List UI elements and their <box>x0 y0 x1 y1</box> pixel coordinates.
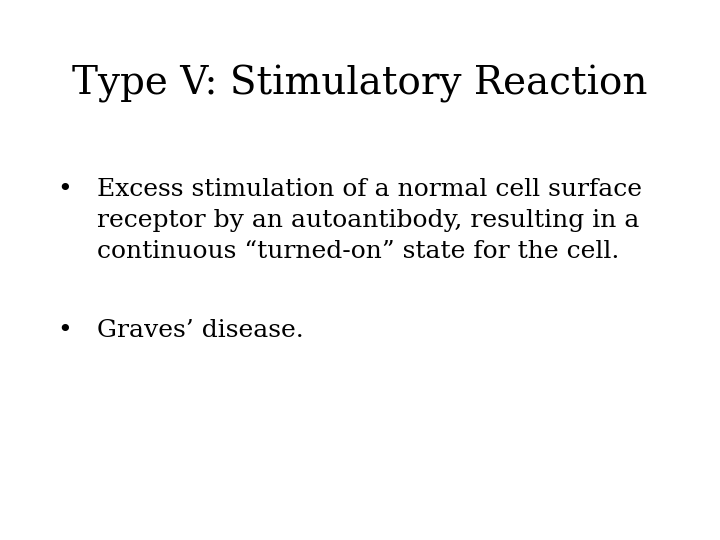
Text: •: • <box>58 319 72 342</box>
Text: •: • <box>58 178 72 201</box>
Text: Excess stimulation of a normal cell surface
receptor by an autoantibody, resulti: Excess stimulation of a normal cell surf… <box>97 178 642 264</box>
Text: Type V: Stimulatory Reaction: Type V: Stimulatory Reaction <box>72 65 648 103</box>
Text: Graves’ disease.: Graves’ disease. <box>97 319 304 342</box>
